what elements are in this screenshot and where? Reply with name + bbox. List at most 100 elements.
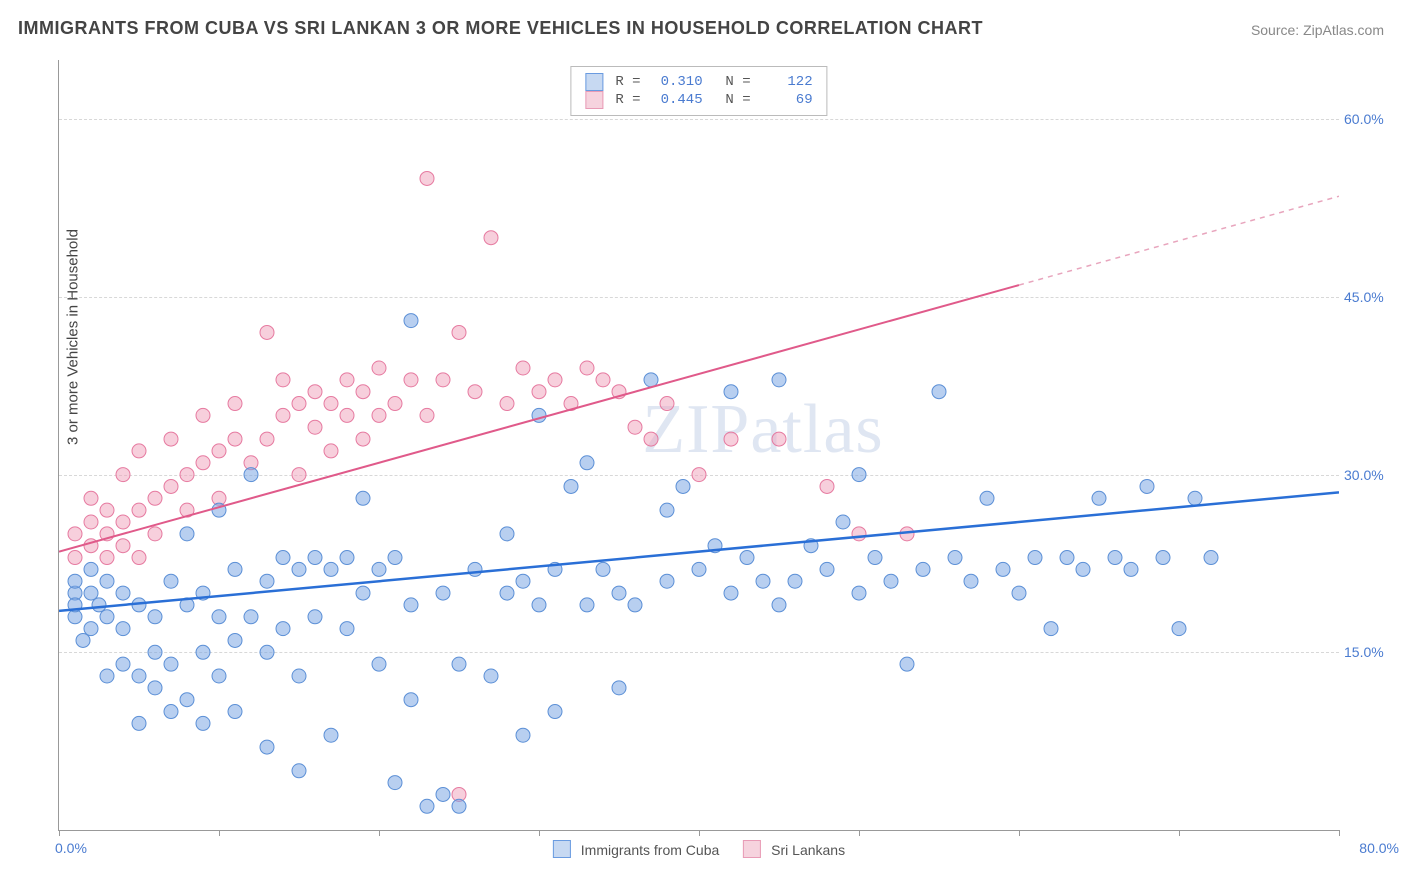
point-blue xyxy=(388,776,402,790)
point-pink xyxy=(260,432,274,446)
point-blue xyxy=(1028,551,1042,565)
point-pink xyxy=(164,479,178,493)
point-pink xyxy=(148,527,162,541)
point-pink xyxy=(68,527,82,541)
point-blue xyxy=(980,491,994,505)
plot-area: 3 or more Vehicles in Household ZIPatlas… xyxy=(58,60,1339,831)
point-pink xyxy=(532,385,546,399)
point-blue xyxy=(852,586,866,600)
point-pink xyxy=(164,432,178,446)
x-tick-mark xyxy=(859,830,860,836)
point-blue xyxy=(916,562,930,576)
point-blue xyxy=(852,468,866,482)
legend-item-pink: Sri Lankans xyxy=(743,840,845,858)
point-pink xyxy=(372,408,386,422)
point-pink xyxy=(404,373,418,387)
point-blue xyxy=(452,799,466,813)
chart-title: IMMIGRANTS FROM CUBA VS SRI LANKAN 3 OR … xyxy=(18,18,983,39)
swatch-pink-icon xyxy=(743,840,761,858)
point-pink xyxy=(436,373,450,387)
point-pink xyxy=(516,361,530,375)
point-blue xyxy=(500,586,514,600)
point-blue xyxy=(212,610,226,624)
swatch-blue-icon xyxy=(553,840,571,858)
point-blue xyxy=(612,586,626,600)
point-blue xyxy=(228,705,242,719)
legend-item-blue: Immigrants from Cuba xyxy=(553,840,719,858)
point-blue xyxy=(84,586,98,600)
scatter-svg xyxy=(59,60,1339,830)
point-pink xyxy=(132,551,146,565)
point-blue xyxy=(516,728,530,742)
point-blue xyxy=(68,574,82,588)
point-pink xyxy=(340,408,354,422)
point-pink xyxy=(292,397,306,411)
point-blue xyxy=(244,610,258,624)
point-blue xyxy=(116,622,130,636)
point-blue xyxy=(676,479,690,493)
point-blue xyxy=(580,598,594,612)
x-tick-mark xyxy=(219,830,220,836)
point-blue xyxy=(660,574,674,588)
point-pink xyxy=(724,432,738,446)
point-blue xyxy=(388,551,402,565)
point-blue xyxy=(308,610,322,624)
point-pink xyxy=(116,539,130,553)
point-blue xyxy=(948,551,962,565)
stats-legend: R =0.310 N =122 R =0.445 N =69 xyxy=(570,66,827,116)
point-blue xyxy=(372,657,386,671)
point-pink xyxy=(324,444,338,458)
point-blue xyxy=(1012,586,1026,600)
swatch-pink-icon xyxy=(585,91,603,109)
point-blue xyxy=(964,574,978,588)
trendline-blue xyxy=(59,492,1339,610)
point-blue xyxy=(116,586,130,600)
point-blue xyxy=(932,385,946,399)
point-blue xyxy=(372,562,386,576)
point-blue xyxy=(100,669,114,683)
point-blue xyxy=(868,551,882,565)
point-blue xyxy=(836,515,850,529)
point-blue xyxy=(628,598,642,612)
point-blue xyxy=(1108,551,1122,565)
point-blue xyxy=(740,551,754,565)
point-pink xyxy=(276,408,290,422)
point-blue xyxy=(468,562,482,576)
point-blue xyxy=(1124,562,1138,576)
point-blue xyxy=(164,657,178,671)
point-blue xyxy=(100,610,114,624)
point-pink xyxy=(596,373,610,387)
series-legend: Immigrants from Cuba Sri Lankans xyxy=(553,840,845,858)
point-blue xyxy=(100,574,114,588)
x-tick-mark xyxy=(1339,830,1340,836)
point-pink xyxy=(388,397,402,411)
point-pink xyxy=(852,527,866,541)
point-pink xyxy=(292,468,306,482)
point-pink xyxy=(228,397,242,411)
point-pink xyxy=(660,397,674,411)
point-blue xyxy=(228,562,242,576)
point-blue xyxy=(436,586,450,600)
point-pink xyxy=(100,551,114,565)
swatch-blue-icon xyxy=(585,73,603,91)
legend-label-blue: Immigrants from Cuba xyxy=(581,842,719,858)
point-blue xyxy=(516,574,530,588)
point-blue xyxy=(148,610,162,624)
point-pink xyxy=(692,468,706,482)
point-blue xyxy=(644,373,658,387)
point-pink xyxy=(84,491,98,505)
point-blue xyxy=(164,574,178,588)
r-pink: 0.445 xyxy=(647,92,703,108)
n-blue: 122 xyxy=(757,74,813,90)
point-blue xyxy=(452,657,466,671)
point-blue xyxy=(324,562,338,576)
point-blue xyxy=(84,562,98,576)
point-blue xyxy=(356,491,370,505)
point-blue xyxy=(564,479,578,493)
point-blue xyxy=(324,728,338,742)
point-blue xyxy=(132,669,146,683)
point-blue xyxy=(692,562,706,576)
point-pink xyxy=(340,373,354,387)
point-blue xyxy=(292,764,306,778)
point-blue xyxy=(340,622,354,636)
